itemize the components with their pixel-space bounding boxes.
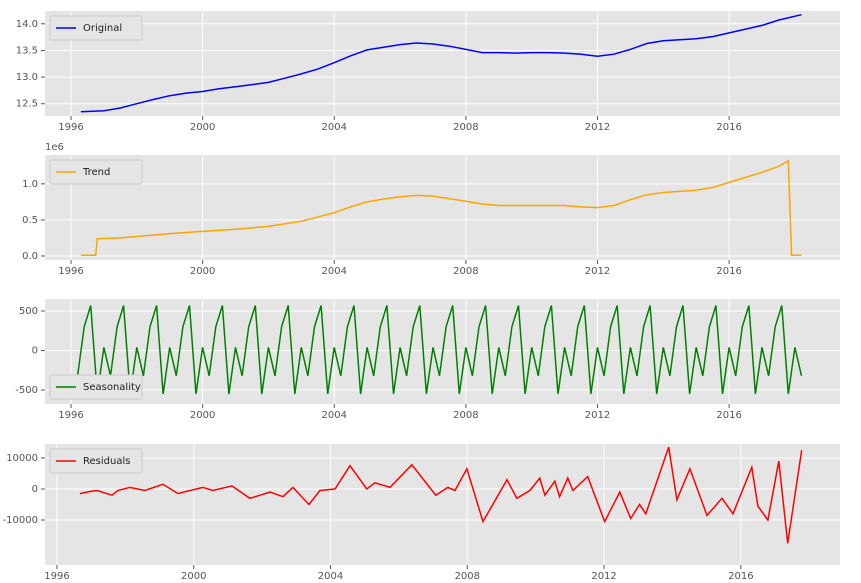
x-tick-label: 2000 [181,571,206,579]
series-line [79,446,803,544]
x-tick-label: 2016 [716,266,741,277]
y-tick-label: 1.0 [22,179,38,190]
series-line [80,13,802,113]
x-tick-label: 2008 [453,266,478,277]
x-tick-label: 1996 [44,571,69,579]
plot-area [45,11,840,116]
y-tick-label: 10000 [6,453,38,464]
y-tick-label: 0.0 [22,251,38,262]
plot-area [45,444,840,565]
x-tick-label: 2016 [716,410,741,421]
x-tick-label: 2000 [190,410,215,421]
x-tick-label: 2012 [585,410,610,421]
x-tick-label: 2004 [322,410,347,421]
x-tick-label: 2016 [716,122,741,133]
x-tick-label: 1996 [58,410,83,421]
x-tick-label: 2004 [322,266,347,277]
y-tick-label: -10000 [3,515,38,526]
y-tick-label: 0 [32,484,38,495]
legend-label: Trend [82,167,110,178]
legend-box [49,159,143,185]
x-tick-label: 2004 [318,571,343,579]
y-tick-label: -500 [15,385,38,396]
x-tick-label: 2012 [585,266,610,277]
series-line [76,305,803,395]
x-tick-label: 1996 [58,122,83,133]
legend-label: Seasonality [83,382,141,393]
offset-label: 1e6 [45,142,64,153]
x-tick-label: 2012 [585,122,610,133]
x-tick-label: 2004 [322,122,347,133]
legend-box [49,448,143,474]
x-tick-label: 1996 [58,266,83,277]
legend-box [49,15,143,41]
x-tick-label: 2008 [455,571,480,579]
y-tick-label: 13.0 [16,72,38,83]
series-line [80,159,802,256]
y-tick-label: 0 [32,346,38,357]
x-tick-label: 2008 [453,122,478,133]
x-tick-label: 2000 [190,266,215,277]
y-tick-label: 14.0 [16,19,38,30]
x-tick-label: 2000 [190,122,215,133]
x-tick-label: 2008 [453,410,478,421]
x-tick-label: 2016 [728,571,753,579]
x-tick-label: 2012 [591,571,616,579]
y-tick-label: 12.5 [16,99,38,110]
y-tick-label: 0.5 [22,215,38,226]
y-tick-label: 500 [19,306,38,317]
y-tick-label: 13.5 [16,45,38,56]
legend-label: Residuals [83,456,130,467]
legend-label: Original [83,23,122,34]
plot-area [45,155,840,260]
legend-box [49,374,143,400]
